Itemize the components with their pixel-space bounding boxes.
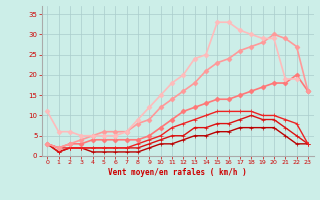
X-axis label: Vent moyen/en rafales ( km/h ): Vent moyen/en rafales ( km/h ): [108, 168, 247, 177]
